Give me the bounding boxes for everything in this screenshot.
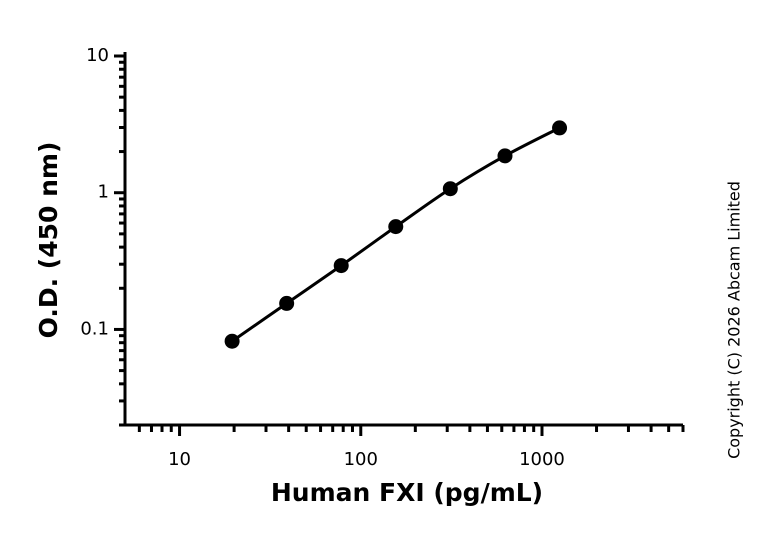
y-tick-label: 0.1 xyxy=(80,318,109,339)
y-tick-label: 1 xyxy=(98,182,109,203)
data-point xyxy=(388,219,404,235)
data-point xyxy=(224,333,240,349)
copyright: Copyright (C) 2026 Abcam Limited xyxy=(725,181,744,459)
data-point xyxy=(497,148,513,164)
data-point xyxy=(279,295,295,311)
data-point xyxy=(442,181,458,197)
y-axis-title: O.D. (450 nm) xyxy=(34,142,63,339)
x-tick-label: 10 xyxy=(168,449,191,470)
data-point xyxy=(333,258,349,274)
x-tick-label: 100 xyxy=(344,449,378,470)
data-point xyxy=(552,120,568,136)
x-axis-title: Human FXI (pg/mL) xyxy=(271,478,543,507)
x-tick-label: 1000 xyxy=(519,449,565,470)
y-tick-label: 10 xyxy=(86,45,109,66)
